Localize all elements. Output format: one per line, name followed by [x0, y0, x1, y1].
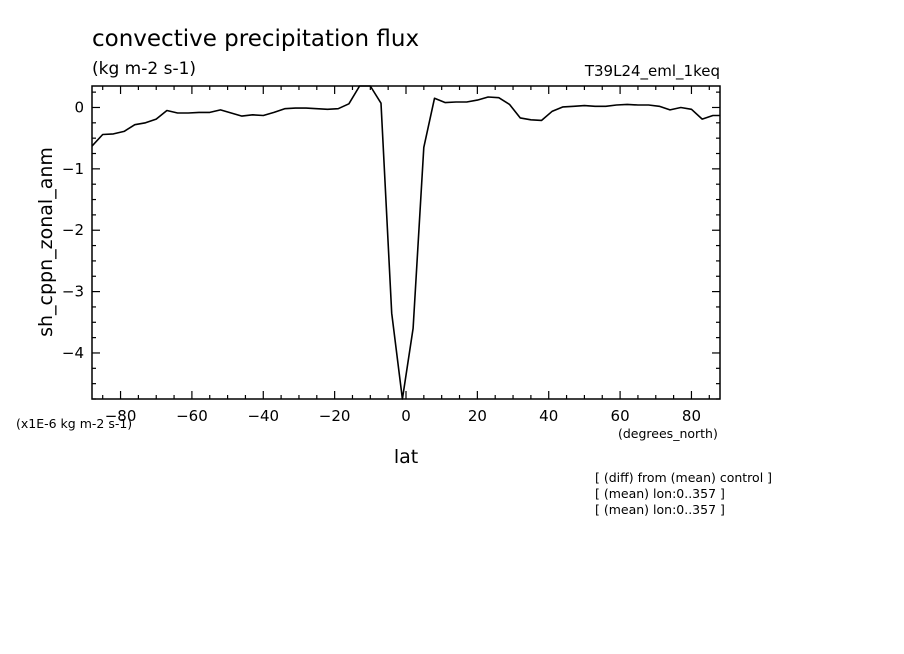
x-tick-label: −40 [247, 407, 279, 425]
note-line-3: [ (mean) lon:0..357 ] [595, 502, 725, 517]
y-tick-label: −4 [62, 344, 84, 362]
chart-title: convective precipitation flux [92, 26, 419, 52]
x-units: (degrees_north) [618, 426, 718, 441]
x-tick-label: −20 [319, 407, 351, 425]
x-tick-label: 60 [611, 407, 630, 425]
plot-frame [91, 85, 721, 400]
x-tick-label: 80 [682, 407, 701, 425]
x-tick-label: 0 [401, 407, 411, 425]
x-tick-labels: −80 −60 −40 −20 0 20 40 60 80 [105, 407, 701, 425]
experiment-label: T39L24_eml_1keq [584, 62, 720, 81]
y-tick-labels: 0 −1 −2 −3 −4 [62, 98, 84, 361]
note-line-2: [ (mean) lon:0..357 ] [595, 486, 725, 501]
y-tick-label: −1 [62, 160, 84, 178]
x-tick-label: 40 [539, 407, 558, 425]
y-scale-note: (x1E-6 kg m-2 s-1) [16, 416, 132, 431]
y-tick-label: 0 [74, 98, 84, 116]
x-axis-label: lat [394, 446, 418, 468]
y-tick-label: −3 [62, 283, 84, 301]
series-line [91, 85, 720, 400]
y-tick-label: −2 [62, 221, 84, 239]
axis-ticks [92, 86, 720, 400]
x-tick-label: 20 [468, 407, 487, 425]
y-axis-label: sh_cppn_zonal_anm [35, 147, 57, 337]
x-tick-label: −80 [105, 407, 137, 425]
note-line-1: [ (diff) from (mean) control ] [595, 470, 772, 485]
chart-subtitle: (kg m-2 s-1) [92, 59, 196, 79]
x-tick-label: −60 [176, 407, 208, 425]
